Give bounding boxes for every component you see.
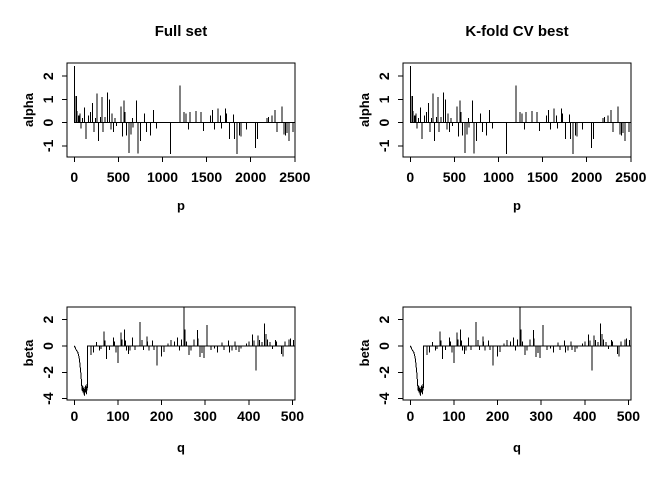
x-tick-label: 500 <box>617 408 641 424</box>
x-tick-label: 2500 <box>279 169 310 185</box>
x-tick-label: 1500 <box>527 169 558 185</box>
x-tick-label: 1000 <box>147 169 178 185</box>
x-axis-label: p <box>513 198 521 213</box>
x-tick-label: 100 <box>106 408 130 424</box>
x-tick-label: 0 <box>70 169 78 185</box>
x-tick-label: 200 <box>150 408 174 424</box>
panel-cv-beta: q beta 0 100 200 300 400 500 -4 -2 0 2 <box>336 240 672 480</box>
y-axis-label: beta <box>21 339 36 367</box>
x-tick-label: 1500 <box>191 169 222 185</box>
series-line <box>410 65 631 154</box>
plot-box <box>66 62 296 158</box>
full-set-beta-plot: q beta 0 100 200 300 400 500 -4 -2 0 2 <box>21 306 305 455</box>
x-tick-label: 2000 <box>571 169 602 185</box>
plot-box <box>402 62 632 158</box>
plot-box <box>402 306 632 401</box>
y-axis-label: alpha <box>357 92 372 127</box>
x-tick-label: 0 <box>407 408 415 424</box>
kfold-cv-beta-plot: q beta 0 100 200 300 400 500 -4 -2 0 2 <box>357 306 641 455</box>
y-tick-label: 0 <box>376 119 392 127</box>
y-tick-label: 1 <box>40 95 56 103</box>
x-tick-label: 500 <box>443 169 467 185</box>
y-tick-label: -1 <box>40 139 56 152</box>
x-tick-label: 300 <box>194 408 218 424</box>
x-tick-label: 100 <box>442 408 466 424</box>
y-axis-label: beta <box>357 339 372 367</box>
y-tick-label: 0 <box>376 342 392 350</box>
y-tick-label: -2 <box>40 366 56 379</box>
y-tick-label: 0 <box>40 119 56 127</box>
y-tick-label: 0 <box>40 342 56 350</box>
plot-title: K-fold CV best <box>465 23 568 40</box>
x-tick-label: 2500 <box>615 169 646 185</box>
panel-cv-alpha: K-fold CV best p alpha 0 500 1000 1500 2000 2… <box>336 0 672 240</box>
series-line <box>409 307 631 397</box>
y-tick-label: -4 <box>40 392 56 405</box>
panel-full-alpha: Full set p alpha 0 500 1000 1500 2000 2500 -1 0… <box>0 0 336 240</box>
full-set-alpha-plot: Full set p alpha 0 500 1000 1500 2000 2500 -1 0… <box>21 23 311 213</box>
panel-full-beta: q beta 0 100 200 300 400 500 -4 -2 0 2 <box>0 240 336 480</box>
x-axis-label: q <box>177 440 185 455</box>
y-tick-label: -1 <box>376 139 392 152</box>
y-tick-label: 1 <box>376 95 392 103</box>
x-tick-label: 1000 <box>483 169 514 185</box>
kfold-cv-alpha-plot: K-fold CV best p alpha 0 500 1000 1500 2000 2… <box>357 23 647 213</box>
y-tick-label: 2 <box>40 315 56 323</box>
plot-title: Full set <box>155 23 208 40</box>
y-tick-label: -2 <box>376 366 392 379</box>
x-tick-label: 400 <box>237 408 261 424</box>
y-tick-label: 2 <box>40 72 56 80</box>
y-tick-label: 2 <box>376 72 392 80</box>
y-tick-label: -4 <box>376 392 392 405</box>
x-tick-label: 500 <box>281 408 305 424</box>
series-line <box>73 307 295 397</box>
series-line <box>74 65 295 154</box>
x-tick-label: 200 <box>486 408 510 424</box>
x-tick-label: 400 <box>573 408 597 424</box>
x-tick-label: 0 <box>406 169 414 185</box>
x-axis-label: p <box>177 198 185 213</box>
y-tick-label: 2 <box>376 315 392 323</box>
y-axis-label: alpha <box>21 92 36 127</box>
plot-box <box>66 306 296 401</box>
x-tick-label: 0 <box>71 408 79 424</box>
x-axis-label: q <box>513 440 521 455</box>
x-tick-label: 500 <box>107 169 131 185</box>
x-tick-label: 2000 <box>235 169 266 185</box>
x-tick-label: 300 <box>530 408 554 424</box>
